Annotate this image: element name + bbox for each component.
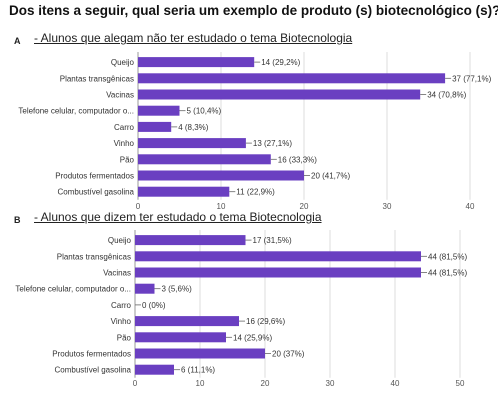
chart-b-bar — [135, 364, 174, 375]
chart-b-tick-label: 50 — [456, 379, 465, 388]
chart-b-tick-label: 30 — [326, 379, 335, 388]
chart-a-bar — [138, 89, 421, 100]
question-title: Dos itens a seguir, qual seria um exempl… — [9, 3, 498, 18]
chart-a-category-label: Vacinas — [106, 91, 134, 100]
panel-a-title: - Alunos que alegam não ter estudado o t… — [34, 31, 353, 45]
chart-a-bar — [138, 105, 180, 116]
chart-b-category-label: Produtos fermentados — [52, 350, 131, 359]
chart-b-category-label: Vinho — [111, 317, 132, 326]
chart-a-category-label: Carro — [114, 123, 135, 132]
chart-a-bar — [138, 57, 255, 68]
chart-a-tick-label: 40 — [466, 202, 475, 211]
chart-a-data-label: 20 (41,7%) — [311, 172, 350, 181]
chart-a-data-label: 5 (10,4%) — [187, 107, 222, 116]
chart-b-category-label: Vacinas — [103, 269, 131, 278]
chart-b-tick-label: 0 — [133, 379, 138, 388]
chart-a-category-label: Vinho — [114, 139, 135, 148]
chart-a-bar — [138, 186, 230, 197]
chart-a-category-label: Pão — [120, 155, 135, 164]
chart-b-category-label: Pão — [117, 333, 132, 342]
chart-b-data-label: 14 (25,9%) — [233, 333, 272, 342]
chart-a-category-label: Combustível gasolina — [58, 188, 135, 197]
chart-b-category-label: Combustível gasolina — [55, 366, 132, 375]
chart-a-tick-label: 30 — [383, 202, 392, 211]
chart-a-bar — [138, 121, 172, 132]
chart-a-data-label: 4 (8,3%) — [178, 123, 209, 132]
chart-a-data-label: 13 (27,1%) — [253, 139, 292, 148]
chart-b: 0 10 20 30 40 50 Queijo 17 (31,5%) Plantas trans… — [15, 230, 467, 388]
chart-a-data-label: 34 (70,8%) — [427, 91, 466, 100]
chart-b-data-label: 17 (31,5%) — [253, 236, 292, 245]
chart-b-data-label: 44 (81,5%) — [428, 269, 467, 278]
chart-b-data-label: 6 (11,1%) — [181, 366, 215, 375]
chart-a-bar — [138, 138, 246, 149]
chart-b-tick-label: 40 — [391, 379, 400, 388]
chart-a-bar — [138, 154, 271, 165]
chart-b-bar — [135, 251, 421, 262]
chart-a-data-label: 14 (29,2%) — [261, 58, 300, 67]
chart-b-data-label: 20 (37%) — [272, 350, 305, 359]
chart-b-bar — [135, 235, 246, 246]
chart-b-category-label: Plantas transgênicas — [57, 252, 131, 261]
chart-b-bar — [135, 316, 239, 327]
chart-a-tick-label: 10 — [217, 202, 226, 211]
chart-b-tick-label: 10 — [196, 379, 205, 388]
panel-b-letter: B — [14, 215, 21, 225]
chart-b-data-label: 3 (5,6%) — [162, 285, 193, 294]
chart-a-category-label: Telefone celular, computador o... — [18, 107, 134, 116]
chart-b-category-label: Carro — [111, 301, 132, 310]
chart-a-data-label: 11 (22,9%) — [236, 188, 275, 197]
chart-a-data-label: 37 (77,1%) — [452, 74, 491, 83]
chart-a-bar — [138, 170, 304, 181]
chart-b-bar — [135, 348, 265, 359]
panel-b-title: - Alunos que dizem ter estudado o tema B… — [34, 210, 322, 224]
chart-a-bar — [138, 73, 446, 84]
chart-b-bar — [135, 332, 226, 343]
chart-a-category-label: Produtos fermentados — [55, 172, 134, 181]
chart-a-tick-label: 20 — [300, 202, 309, 211]
chart-a-category-label: Queijo — [111, 58, 135, 67]
chart-b-data-label: 44 (81,5%) — [428, 252, 467, 261]
chart-b-bar — [135, 267, 421, 278]
chart-a-data-label: 16 (33,3%) — [278, 155, 317, 164]
chart-b-data-label: 0 (0%) — [142, 301, 166, 310]
chart-b-data-label: 16 (29,6%) — [246, 317, 285, 326]
chart-b-tick-label: 20 — [261, 379, 270, 388]
chart-b-bar — [135, 283, 155, 294]
chart-a-category-label: Plantas transgênicas — [60, 74, 134, 83]
chart-a-tick-label: 0 — [136, 202, 141, 211]
panel-a-letter: A — [14, 36, 21, 46]
chart-b-category-label: Queijo — [108, 236, 132, 245]
chart-b-category-label: Telefone celular, computador o... — [15, 285, 131, 294]
chart-a: 0 10 20 30 40 Queijo 14 (29,2%) Plantas transgê… — [18, 52, 492, 211]
